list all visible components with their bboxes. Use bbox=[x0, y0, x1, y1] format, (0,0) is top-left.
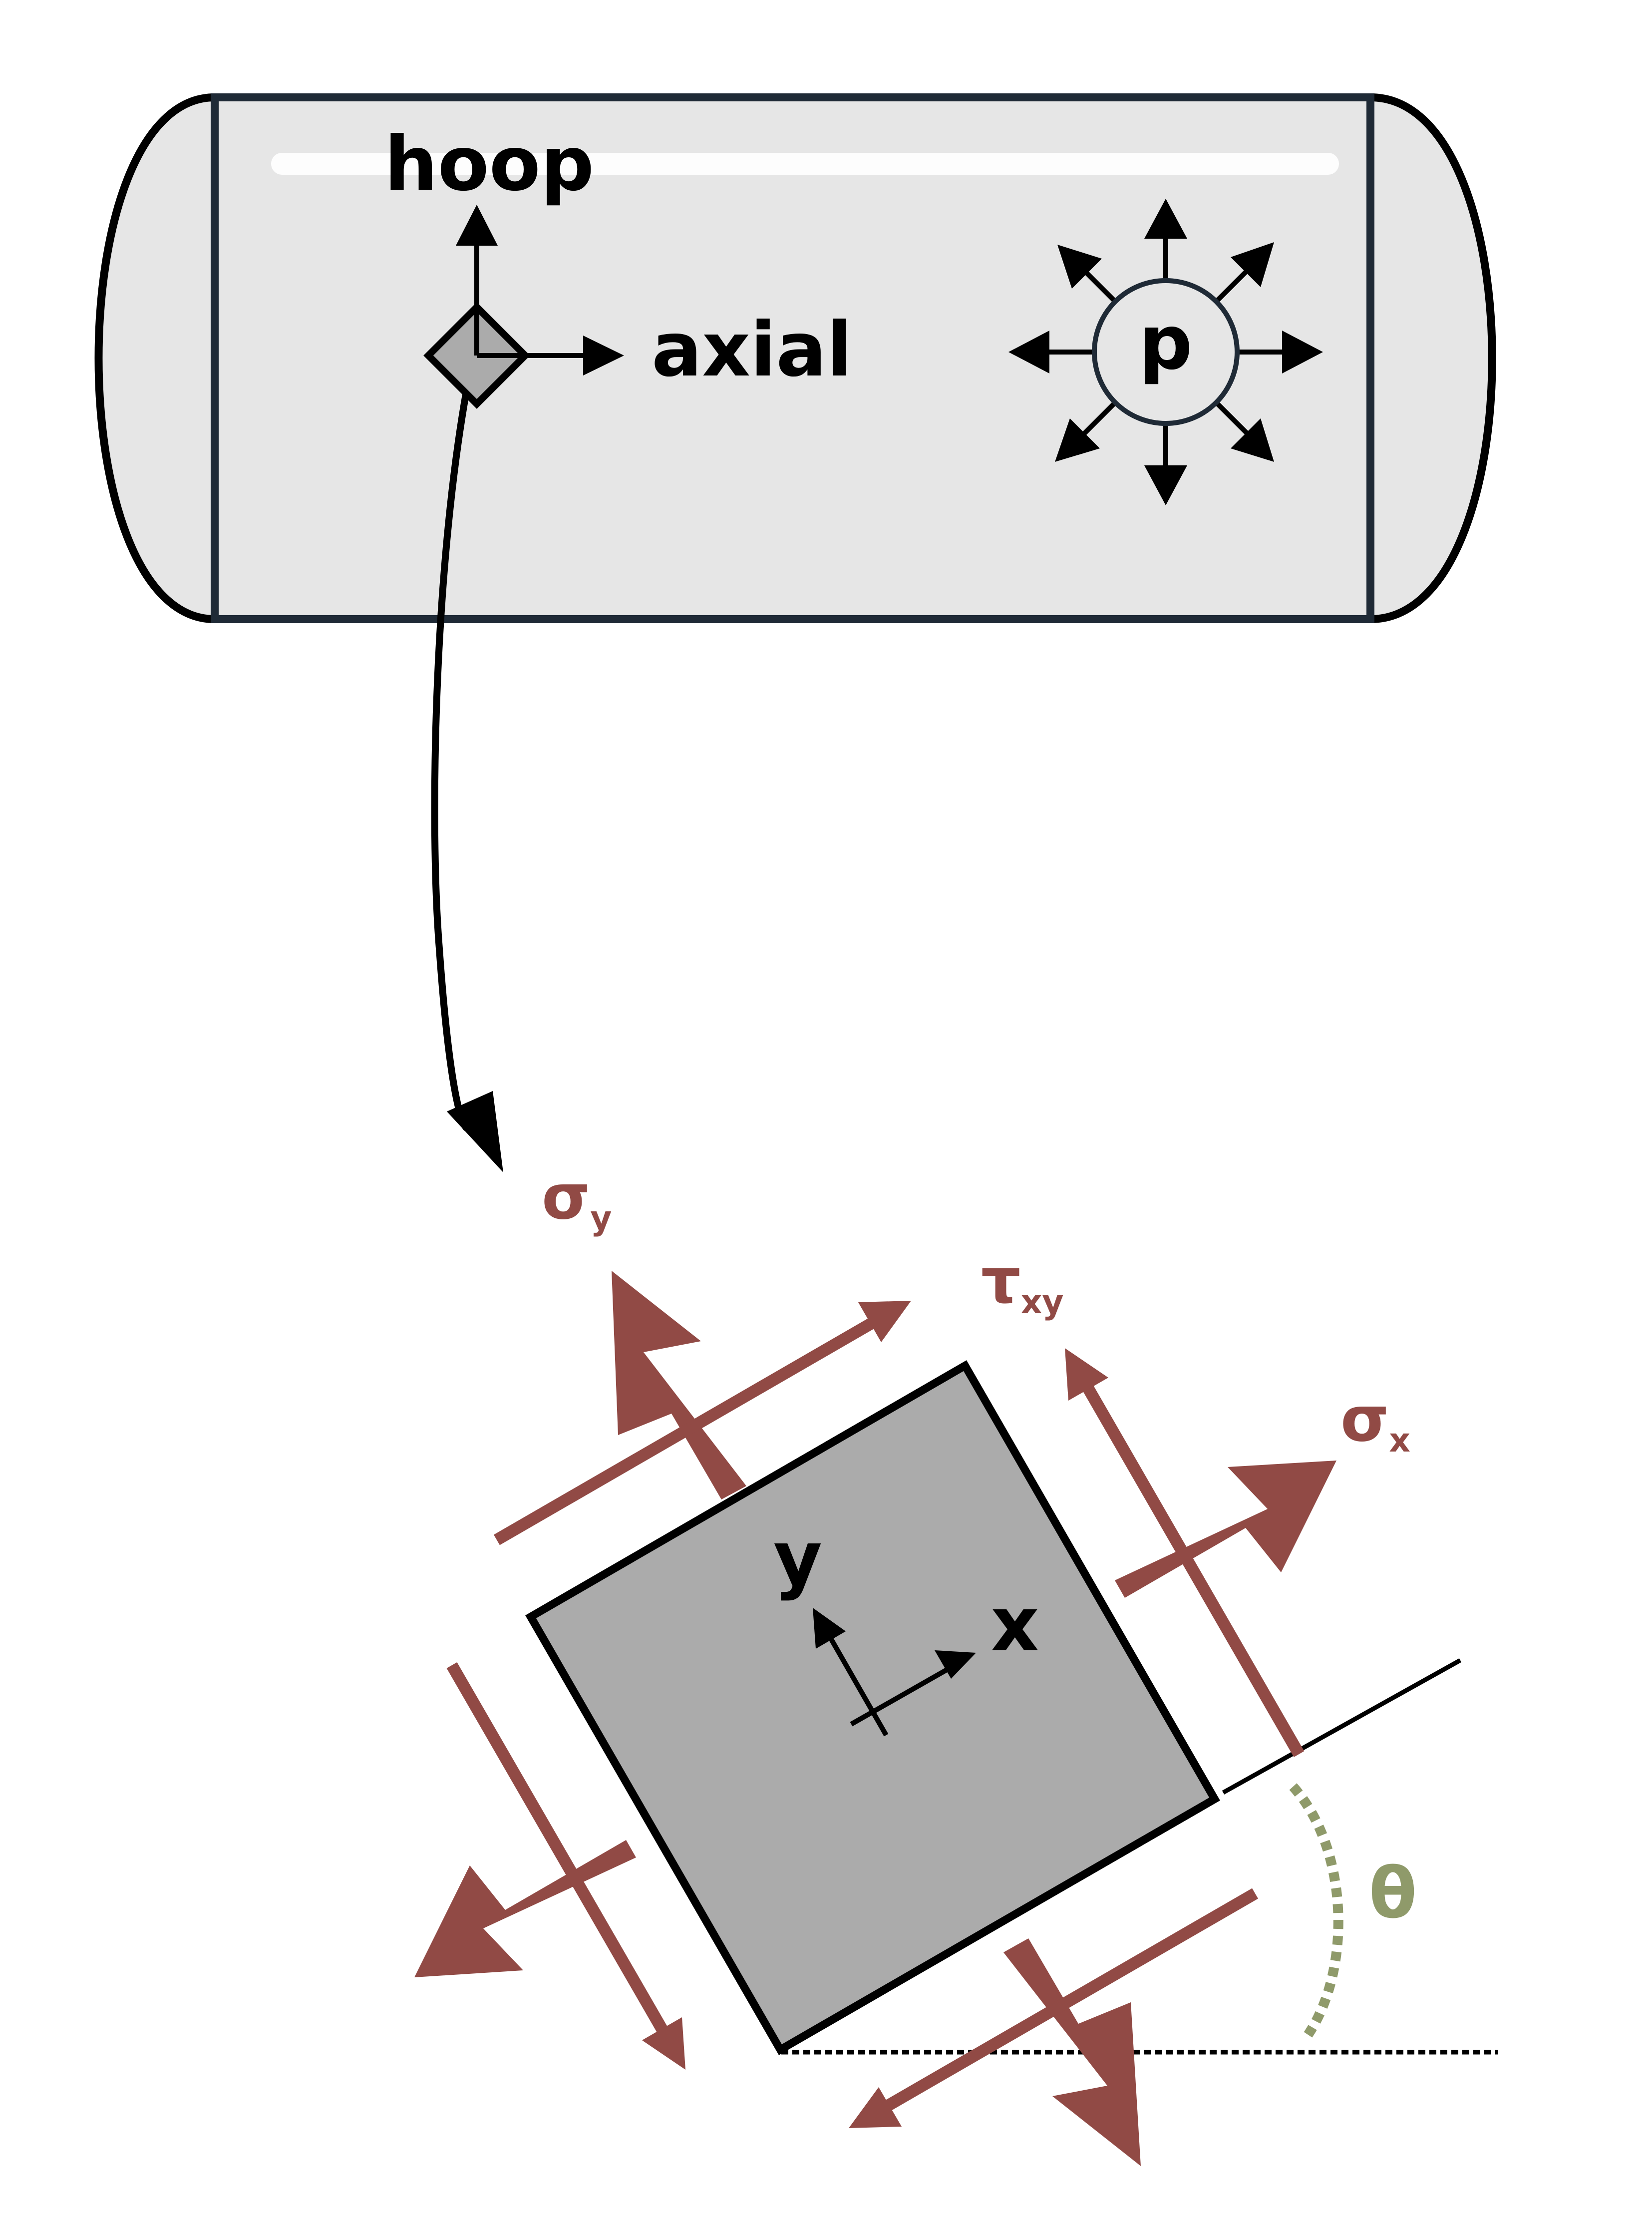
pressure-arrow-lower-right-head bbox=[1231, 418, 1274, 462]
tau-xy-arrow-bottom-head bbox=[849, 2087, 902, 2128]
local-axes: x y bbox=[773, 1515, 1039, 1737]
hoop-label: hoop bbox=[384, 121, 594, 208]
pressure-arrow-up-head bbox=[1144, 199, 1187, 239]
y-axis-label: y bbox=[773, 1515, 822, 1602]
zoom-connector-curve bbox=[431, 393, 470, 1131]
vessel-surface-element: hoop axial bbox=[384, 121, 852, 409]
sigma-x-label: σx bbox=[1340, 1383, 1410, 1460]
theta-label: θ bbox=[1369, 1853, 1417, 1934]
tau-xy-arrow-bottom-shaft bbox=[879, 1888, 1259, 2114]
sigma-y-arrow-bottom bbox=[1003, 1938, 1141, 2166]
sigma-y-symbol: σ bbox=[542, 1161, 590, 1233]
vessel-left-end-cap bbox=[94, 93, 219, 623]
local-x-axis-head bbox=[935, 1650, 976, 1679]
local-y-axis-head bbox=[813, 1608, 846, 1649]
rotated-stress-element: θ x y bbox=[414, 1161, 1498, 2166]
axial-arrow-head bbox=[583, 336, 624, 375]
pressure-arrow-right-head bbox=[1282, 331, 1323, 373]
pressure-arrow-upper-right bbox=[1214, 269, 1249, 304]
tau-xy-arrow-right-head bbox=[1065, 1348, 1108, 1401]
axial-label: axial bbox=[652, 307, 852, 393]
tau-xy-arrow-top-head bbox=[858, 1301, 911, 1342]
pressure-circle bbox=[1092, 278, 1240, 426]
pressure-arrow-lower-left bbox=[1082, 400, 1117, 435]
tau-xy-arrow-right-shaft bbox=[1079, 1380, 1305, 1757]
theta-angle-arc bbox=[1289, 1783, 1343, 2038]
zoom-connector bbox=[431, 393, 503, 1172]
x-axis-label: x bbox=[991, 1581, 1039, 1668]
pressure-arrow-upper-left bbox=[1082, 269, 1117, 304]
pressure-arrow-upper-left-head bbox=[1057, 245, 1102, 289]
tau-xy-label: τxy bbox=[981, 1245, 1063, 1321]
internal-pressure-symbol bbox=[1008, 199, 1323, 505]
pressure-arrow-lower-left-head bbox=[1055, 418, 1100, 462]
sigma-y-subscript: y bbox=[590, 1199, 612, 1237]
tau-xy-subscript: xy bbox=[1021, 1283, 1064, 1321]
zoom-connector-arrow-head bbox=[447, 1091, 503, 1172]
pressure-arrow-lower-right bbox=[1214, 400, 1249, 435]
pressure-label: p bbox=[1139, 300, 1192, 386]
hoop-arrow-head bbox=[456, 205, 498, 246]
pressure-vessel: hoop axial p bbox=[94, 93, 1496, 623]
tau-xy-arrow-top-shaft bbox=[493, 1314, 881, 1545]
vessel-right-end-cap bbox=[1366, 93, 1496, 623]
local-x-axis bbox=[850, 1666, 950, 1727]
local-y-axis bbox=[829, 1638, 889, 1737]
tau-xy-arrow-left-head bbox=[642, 2017, 685, 2070]
sigma-y-label: σy bbox=[542, 1161, 612, 1237]
stress-arrows bbox=[414, 1271, 1336, 2166]
sigma-x-arrow-right bbox=[1115, 1461, 1336, 1598]
sigma-x-arrow-left bbox=[414, 1840, 636, 1977]
tau-xy-symbol: τ bbox=[981, 1245, 1021, 1317]
pressure-arrow-down-head bbox=[1144, 465, 1187, 505]
sigma-x-symbol: σ bbox=[1340, 1383, 1389, 1456]
rotated-reference-line bbox=[1222, 1658, 1462, 1795]
pressure-arrow-left-head bbox=[1008, 331, 1049, 373]
sigma-x-subscript: x bbox=[1389, 1421, 1410, 1460]
sigma-y-arrow-top bbox=[612, 1271, 746, 1499]
tau-xy-arrow-left-shaft bbox=[446, 1662, 671, 2039]
pressure-arrow-upper-right-head bbox=[1231, 242, 1274, 287]
